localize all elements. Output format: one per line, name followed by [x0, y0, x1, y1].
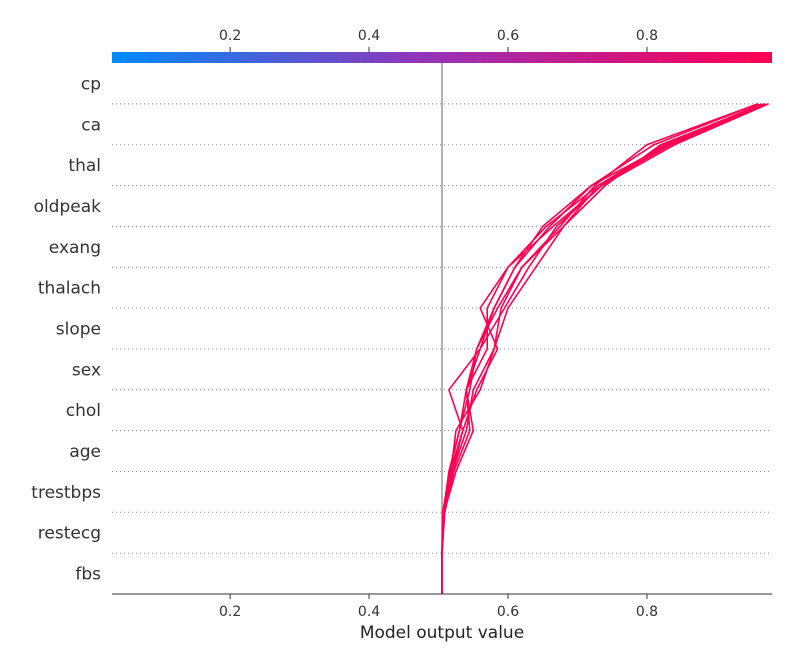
bottom-tick-label: 0.8: [636, 604, 658, 620]
feature-label-restecg: restecg: [38, 524, 101, 544]
feature-label-trestbps: trestbps: [31, 483, 101, 503]
bottom-tick-label: 0.2: [219, 604, 241, 620]
decision-lines: [441, 103, 769, 594]
decision-line-8: [441, 103, 762, 594]
feature-label-age: age: [69, 442, 101, 462]
top-tick-label: 0.2: [219, 28, 241, 44]
top-tick-label: 0.8: [636, 28, 658, 44]
top-axis: 0.2 0.4 0.6 0.8: [219, 28, 658, 52]
feature-labels: cp ca thal oldpeak exang thalach slope sex chol a…: [31, 74, 101, 584]
top-tick-label: 0.6: [497, 28, 519, 44]
decision-line-1: [441, 103, 762, 594]
bottom-tick-label: 0.4: [358, 604, 380, 620]
feature-label-sex: sex: [72, 360, 101, 380]
feature-label-chol: chol: [66, 401, 101, 421]
bottom-axis: 0.2 0.4 0.6 0.8: [219, 594, 658, 620]
bottom-tick-label: 0.6: [497, 604, 519, 620]
color-bar: [112, 52, 772, 63]
feature-label-thal: thal: [68, 156, 101, 176]
feature-label-cp: cp: [81, 74, 101, 94]
top-tick-label: 0.4: [358, 28, 380, 44]
feature-label-exang: exang: [49, 238, 101, 258]
feature-label-ca: ca: [81, 115, 101, 135]
feature-label-slope: slope: [56, 320, 101, 340]
feature-label-fbs: fbs: [75, 565, 101, 585]
x-axis-title: Model output value: [360, 623, 524, 643]
feature-label-thalach: thalach: [38, 279, 101, 299]
feature-label-oldpeak: oldpeak: [34, 197, 102, 217]
